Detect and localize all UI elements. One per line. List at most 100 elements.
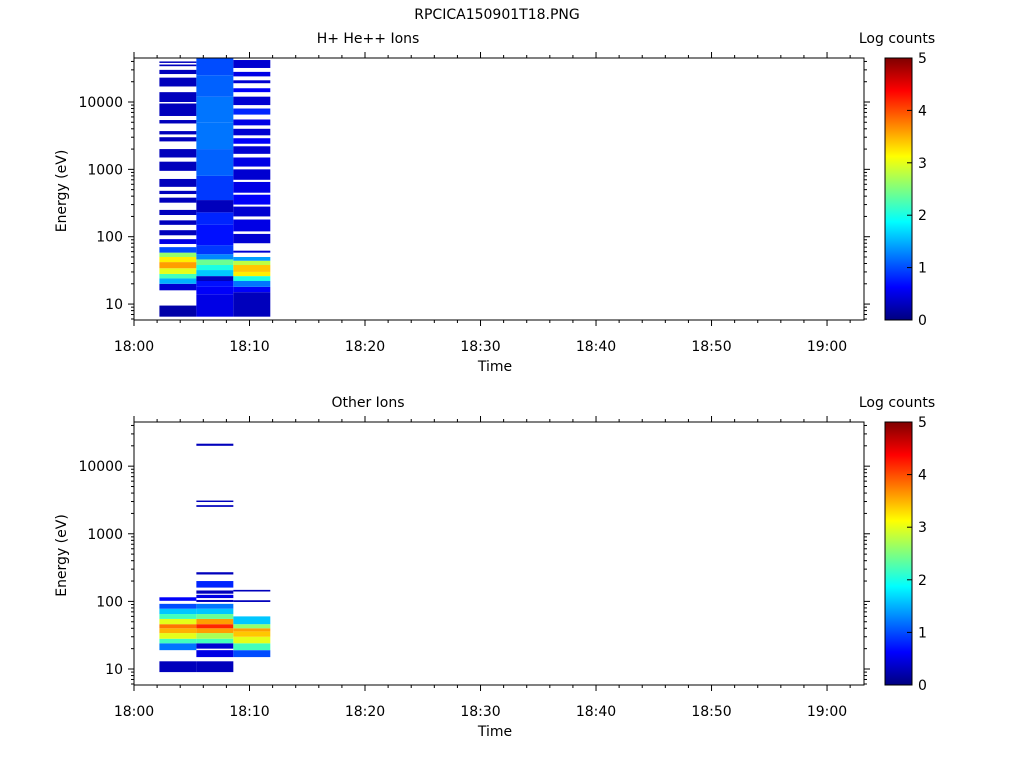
heatmap-cell bbox=[159, 209, 197, 216]
heatmap-cell bbox=[196, 281, 234, 287]
heatmap-cell bbox=[233, 589, 271, 592]
colorbar-tick-label: 0 bbox=[918, 678, 927, 694]
heatmap-cell bbox=[196, 175, 234, 201]
heatmap-cells bbox=[159, 58, 271, 317]
heatmap-cell bbox=[233, 643, 271, 651]
heatmap-cell bbox=[196, 633, 234, 639]
heatmap-cell bbox=[196, 443, 234, 446]
x-tick-label: 19:00 bbox=[807, 704, 847, 720]
heatmap-cell bbox=[196, 500, 234, 503]
heatmap-cell bbox=[159, 283, 197, 291]
y-tick-label: 1000 bbox=[87, 527, 123, 543]
heatmap-cell bbox=[196, 270, 234, 277]
heatmap-cell bbox=[233, 96, 271, 106]
heatmap-cell bbox=[233, 169, 271, 180]
heatmap-cell bbox=[196, 212, 234, 225]
heatmap-cell bbox=[159, 120, 197, 124]
heatmap-cell bbox=[196, 286, 234, 295]
x-tick-label: 18:10 bbox=[229, 339, 269, 355]
heatmap-cell bbox=[196, 661, 234, 673]
heatmap-cell bbox=[233, 146, 271, 154]
colorbar-tick-label: 3 bbox=[918, 156, 927, 172]
colorbar-tick-label: 2 bbox=[918, 573, 927, 589]
heatmap-cell bbox=[233, 636, 271, 644]
heatmap-cell bbox=[233, 292, 271, 317]
heatmap-cell bbox=[196, 618, 234, 625]
heatmap-cell bbox=[159, 92, 197, 102]
heatmap-cell bbox=[233, 624, 271, 629]
heatmap-cell bbox=[159, 252, 197, 257]
heatmap-cell bbox=[196, 75, 234, 97]
heatmap-cell bbox=[196, 638, 234, 644]
y-axis-label: Energy (eV) bbox=[54, 150, 70, 233]
heatmap-cell bbox=[233, 194, 271, 205]
heatmap-cell bbox=[196, 276, 234, 282]
heatmap-cell bbox=[159, 149, 197, 158]
heatmap-cell bbox=[196, 294, 234, 317]
plot-frame bbox=[133, 421, 865, 686]
heatmap-cell bbox=[196, 259, 234, 266]
heatmap-cell bbox=[233, 88, 271, 93]
figure-title: RPCICA150901T18.PNG bbox=[414, 7, 579, 23]
heatmap-cell bbox=[159, 618, 197, 625]
heatmap-cell bbox=[233, 650, 271, 658]
panel-other-ions: Other Ions 18:00 18:10 18:20 18:30 18:40 18:50… bbox=[54, 395, 935, 740]
y-axis: 10 100 1000 10000 bbox=[78, 60, 870, 320]
heatmap-cell bbox=[196, 245, 234, 255]
heatmap-cell bbox=[233, 271, 271, 277]
y-tick-label: 10 bbox=[105, 297, 123, 313]
heatmap-cell bbox=[196, 122, 234, 150]
heatmap-cell bbox=[159, 77, 197, 87]
heatmap-cell bbox=[159, 230, 197, 236]
heatmap-cell bbox=[196, 599, 234, 602]
colorbar-label: Log counts bbox=[859, 395, 935, 411]
heatmap-cell bbox=[233, 138, 271, 144]
x-tick-label: 18:00 bbox=[114, 339, 154, 355]
heatmap-cell bbox=[196, 58, 234, 76]
heatmap-cell bbox=[233, 250, 271, 253]
x-tick-label: 18:20 bbox=[345, 339, 385, 355]
x-tick-label: 18:20 bbox=[345, 704, 385, 720]
heatmap-cell bbox=[233, 157, 271, 167]
heatmap-cell bbox=[159, 633, 197, 639]
heatmap-cell bbox=[196, 608, 234, 615]
heatmap-cell bbox=[159, 305, 197, 317]
x-tick-label: 18:40 bbox=[576, 704, 616, 720]
heatmap-cell bbox=[233, 60, 271, 68]
colorbar-tick-label: 4 bbox=[918, 468, 927, 484]
heatmap-cell bbox=[196, 149, 234, 176]
y-tick-label: 100 bbox=[96, 594, 123, 610]
colorbar: 0 1 2 3 4 5 Log counts bbox=[859, 395, 935, 694]
heatmap-cell bbox=[159, 638, 197, 644]
x-tick-label: 18:00 bbox=[114, 704, 154, 720]
heatmap-cell bbox=[159, 69, 197, 75]
heatmap-cell bbox=[159, 603, 197, 609]
heatmap-cell bbox=[233, 600, 271, 602]
heatmap-cell bbox=[159, 61, 197, 63]
colorbar-label: Log counts bbox=[859, 31, 935, 47]
heatmap-cell bbox=[196, 590, 234, 594]
heatmap-cell bbox=[196, 96, 234, 123]
x-tick-label: 18:10 bbox=[229, 704, 269, 720]
heatmap-cell bbox=[233, 260, 271, 266]
heatmap-cell bbox=[233, 119, 271, 126]
heatmap-cell bbox=[233, 128, 271, 136]
heatmap-cell bbox=[159, 197, 197, 203]
heatmap-cell bbox=[159, 268, 197, 274]
panel-title: Other Ions bbox=[331, 395, 404, 411]
heatmap-cell bbox=[159, 178, 197, 187]
heatmap-cell bbox=[233, 233, 271, 244]
x-tick-label: 18:50 bbox=[691, 704, 731, 720]
colorbar-tick-label: 5 bbox=[918, 415, 927, 431]
heatmap-cell bbox=[233, 281, 271, 287]
heatmap-cell bbox=[159, 103, 197, 116]
colorbar: 0 1 2 3 4 5 Log counts bbox=[859, 31, 935, 329]
panel-title: H+ He++ Ions bbox=[317, 31, 420, 47]
x-tick-label: 18:30 bbox=[460, 339, 500, 355]
y-axis-label: Energy (eV) bbox=[54, 514, 70, 597]
x-axis-label: Time bbox=[477, 359, 512, 375]
heatmap-cell bbox=[196, 224, 234, 246]
heatmap-cell bbox=[233, 628, 271, 632]
heatmap-cell bbox=[196, 643, 234, 649]
